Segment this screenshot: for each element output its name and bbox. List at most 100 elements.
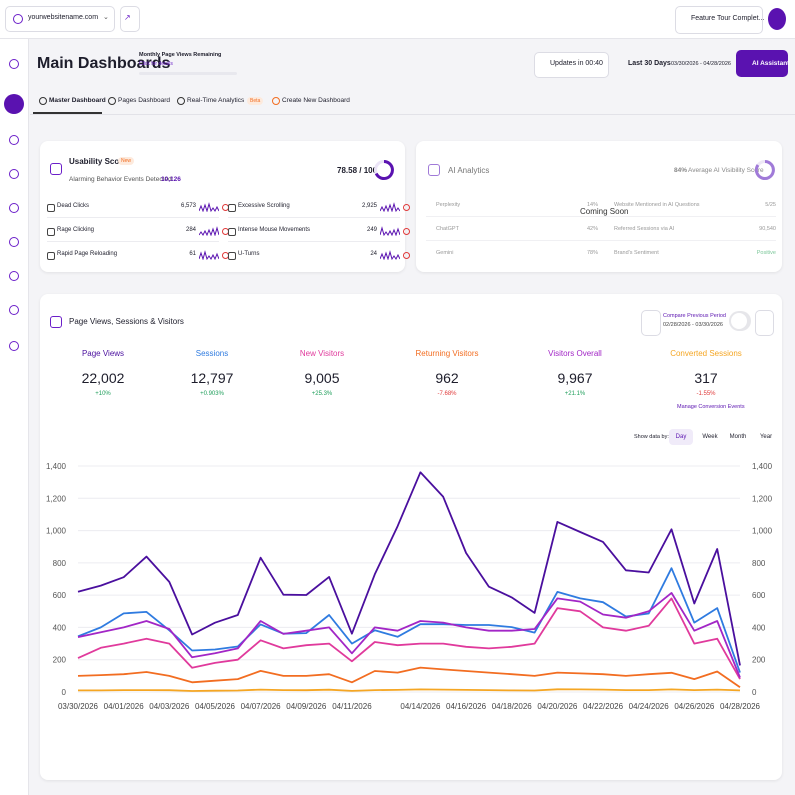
- events-value: 10,126: [161, 176, 181, 183]
- alert-dot: [403, 228, 410, 235]
- ai-icon: [428, 164, 440, 176]
- nav-icon[interactable]: [9, 203, 19, 213]
- tab[interactable]: Pages Dashboard: [118, 97, 171, 104]
- x-tick-label: 04/18/2026: [492, 702, 533, 711]
- period-button[interactable]: Month: [729, 434, 747, 440]
- usability-badge: New: [118, 157, 135, 165]
- period-button[interactable]: Week: [702, 434, 718, 440]
- ai-metric: Website Mentioned in AI Questions: [614, 202, 700, 208]
- kpi-value: 317: [694, 370, 718, 386]
- metric-label: Rage Clicking: [57, 227, 95, 233]
- tab-icon: [272, 97, 280, 105]
- sparkline: [380, 202, 400, 212]
- metric-value: 61: [189, 251, 196, 257]
- manage-link[interactable]: Manage Conversion Events: [677, 404, 745, 410]
- period-button[interactable]: Day: [675, 434, 687, 440]
- updates-button[interactable]: [534, 52, 609, 78]
- ai-ring: [754, 160, 775, 180]
- metric-label: Dead Clicks: [57, 203, 90, 209]
- ai-metric: Brand's Sentiment: [614, 250, 659, 256]
- series-line: [77, 592, 741, 678]
- y-tick-label: 1,000: [752, 527, 773, 536]
- y-tick-label: 0: [752, 688, 757, 697]
- download-button[interactable]: [641, 310, 661, 336]
- tab-icon: [177, 97, 185, 105]
- y-tick-label: 1,000: [46, 527, 67, 536]
- sparkline: [199, 202, 219, 212]
- nav-icon[interactable]: [9, 169, 19, 179]
- series-line: [77, 597, 741, 680]
- nav-icon[interactable]: [9, 59, 19, 69]
- x-tick-label: 04/07/2026: [241, 702, 282, 711]
- ai-share: 14%: [586, 202, 598, 208]
- kpi-change: +25.3%: [311, 391, 333, 397]
- row-divider: [426, 216, 776, 217]
- series-line: [78, 688, 741, 692]
- tab-icon: [108, 97, 116, 105]
- ai-metric: Referred Sessions via AI: [614, 226, 675, 232]
- x-tick-label: 04/20/2026: [537, 702, 578, 711]
- alert-dot: [403, 252, 410, 259]
- x-tick-label: 04/16/2026: [446, 702, 487, 711]
- ai-platform: Perplexity: [436, 202, 461, 208]
- metric-value: 249: [366, 227, 377, 233]
- nav-icon[interactable]: [9, 237, 19, 247]
- ai-score: 84%: [674, 167, 688, 174]
- row-divider: [228, 217, 400, 218]
- ai-value: 90,540: [759, 226, 776, 232]
- tab-icon: [39, 97, 47, 105]
- kpi-change: -7.68%: [437, 391, 457, 397]
- nav-icon[interactable]: [9, 341, 19, 351]
- avatar[interactable]: [768, 8, 786, 30]
- x-tick-label: 04/09/2026: [286, 702, 327, 711]
- range-value[interactable]: 03/30/2026 - 04/28/2026: [671, 61, 731, 67]
- kpi-value: 9,967: [557, 370, 593, 386]
- usability-icon: [50, 163, 62, 175]
- line-chart: 0 200 400 600 800 1,000 1,200 1,400 0 200 400 600 80…: [46, 462, 773, 711]
- chevron: ⌄: [103, 14, 109, 21]
- ai-score-label: Average AI Visibility Score: [688, 167, 764, 174]
- ai-share: 42%: [586, 226, 598, 232]
- metric-label: Excessive Scrolling: [238, 203, 290, 209]
- metric-icon: [47, 252, 55, 260]
- site-selector[interactable]: [5, 6, 115, 32]
- compare-label: Compare Previous Period: [663, 313, 726, 319]
- tour-button[interactable]: [675, 6, 763, 34]
- y-tick-label: 1,200: [46, 494, 67, 503]
- x-tick-label: 04/01/2026: [104, 702, 145, 711]
- compare-range: 02/28/2026 - 03/30/2026: [663, 322, 723, 328]
- y-tick-label: 800: [752, 559, 766, 568]
- tab[interactable]: Real-Time Analytics: [187, 97, 245, 104]
- tab[interactable]: Master Dashboard: [49, 97, 106, 104]
- period-button[interactable]: Year: [759, 434, 773, 440]
- external-button[interactable]: [120, 6, 140, 32]
- settings-button[interactable]: [755, 310, 774, 336]
- sparkline: [199, 226, 219, 236]
- usability-title: Usability Score: [69, 157, 127, 166]
- assistant-button[interactable]: [736, 50, 788, 77]
- quota-link[interactable]: Click for details: [139, 61, 173, 67]
- y-tick-label: 600: [53, 591, 67, 600]
- range-label[interactable]: Last 30 Days: [628, 60, 671, 67]
- tab-underline: [33, 112, 102, 114]
- nav-icon[interactable]: [9, 271, 19, 281]
- chart-card-title: Page Views, Sessions & Visitors: [69, 317, 184, 326]
- show-by-label: Show data by:: [634, 434, 669, 440]
- alert-dot: [403, 204, 410, 211]
- nav-icon[interactable]: [9, 135, 19, 145]
- x-tick-label: 03/30/2026: [58, 702, 99, 711]
- ai-value: 5/25: [765, 202, 776, 208]
- series-line: [77, 471, 741, 666]
- kpi-value: 22,002: [81, 370, 125, 386]
- kpi-label: New Visitors: [299, 349, 345, 358]
- y-tick-label: 400: [53, 623, 67, 632]
- tab[interactable]: Create New Dashboard: [282, 97, 350, 104]
- sparkline: [199, 250, 219, 260]
- nav-icon[interactable]: [9, 305, 19, 315]
- coming-soon: Coming Soon: [580, 207, 629, 216]
- metric-icon: [228, 252, 236, 260]
- nav-active[interactable]: [4, 94, 24, 114]
- metric-icon: [228, 228, 236, 236]
